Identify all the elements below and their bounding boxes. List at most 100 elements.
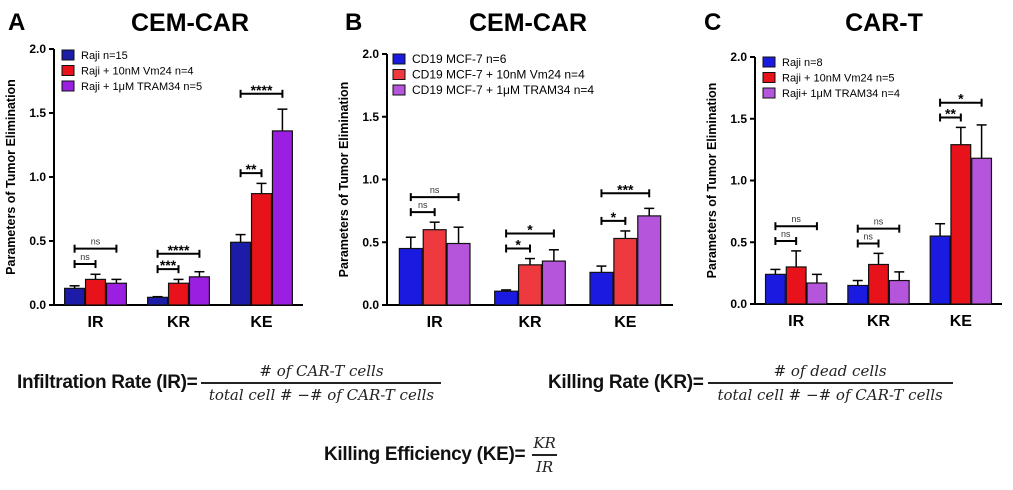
formula-label: Infiltration Rate (IR)=: [17, 372, 198, 393]
significance-label: **: [945, 106, 956, 122]
formula-killing-rate: Killing Rate (KR)= # of dead cells total…: [548, 362, 953, 404]
bar-ke-2: [613, 237, 638, 306]
legend-swatch: [61, 65, 75, 76]
chart-title: CAR-T: [845, 9, 923, 37]
significance-label: *: [527, 221, 533, 237]
x-tick-label: KE: [614, 314, 637, 331]
bar-kr-3: [188, 276, 210, 306]
legend-label: Raji n=8: [782, 57, 823, 69]
y-tick-label: 2.0: [362, 47, 379, 61]
bar-ke-2: [250, 193, 273, 306]
significance-label: *: [611, 209, 617, 225]
denominator: total cell # −# of CAR-T cells: [707, 382, 953, 404]
y-tick-label: 0.5: [362, 235, 379, 249]
denominator: IR: [531, 454, 558, 476]
legend-swatch: [392, 69, 406, 80]
bar-kr-3: [888, 279, 910, 305]
legend-label: Raji n=15: [81, 50, 128, 62]
significance-label: ****: [251, 82, 273, 98]
x-tick-label: KR: [167, 314, 191, 331]
legend-label: Raji + 10nM Vm24 n=4: [81, 66, 194, 78]
x-tick-label: KR: [867, 313, 891, 330]
bar-ir-1: [64, 287, 86, 306]
y-tick-label: 2.0: [29, 42, 46, 56]
bar-ke-2: [950, 144, 972, 305]
legend-swatch: [392, 53, 406, 65]
significance-label: ns: [781, 229, 791, 239]
chart-title: CEM-CAR: [469, 9, 587, 37]
legend-swatch: [762, 87, 776, 99]
y-tick-label: 1.0: [362, 173, 379, 187]
panel-letter: A: [8, 9, 25, 36]
y-tick-label: 1.0: [730, 174, 747, 188]
bar-ir-3: [105, 282, 127, 306]
bar-ir-3: [446, 242, 471, 306]
significance-label: ns: [430, 185, 440, 195]
panel-letter: B: [345, 9, 362, 36]
chart-title: CEM-CAR: [131, 9, 249, 37]
bar-kr-2: [167, 282, 190, 306]
bar-kr-3: [541, 260, 566, 306]
y-axis-label: Parameters of Tumor Elimination: [705, 83, 719, 279]
bar-ke-1: [230, 241, 252, 306]
y-tick-label: 0.0: [730, 297, 747, 311]
significance-label: ns: [863, 231, 873, 241]
bar-kr-1: [494, 290, 519, 306]
significance-label: *: [958, 91, 964, 107]
legend-swatch: [762, 56, 776, 68]
x-tick-label: KR: [518, 314, 542, 331]
legend-label: Raji + 10nM Vm24 n=5: [782, 73, 895, 85]
bar-ir-2: [84, 278, 107, 306]
x-tick-label: KE: [950, 313, 973, 330]
formula-killing-efficiency: Killing Efficiency (KE)= KR IR: [324, 434, 560, 476]
legend-swatch: [762, 72, 776, 83]
legend-label: Raji+ 1μM TRAM34 n=4: [782, 88, 900, 100]
significance-label: ****: [168, 242, 190, 258]
y-tick-label: 1.5: [730, 112, 747, 126]
y-tick-label: 0.5: [29, 234, 46, 248]
fraction: # of CAR-T cells total cell # −# of CAR-…: [201, 362, 442, 404]
significance-label: ***: [617, 181, 634, 197]
bar-kr-2: [868, 263, 889, 305]
formula-infiltration-rate: Infiltration Rate (IR)= # of CAR-T cells…: [17, 362, 442, 404]
bar-ir-1: [764, 273, 786, 305]
y-axis-label: Parameters of Tumor Elimination: [337, 82, 351, 278]
charts-canvas: A CEM-CAR 0.0 0.5 1.0 1.5 2.0 Parameters of Tum…: [4, 9, 1002, 331]
bar-kr-1: [847, 284, 869, 305]
panel-letter: C: [704, 9, 721, 36]
x-tick-label: IR: [427, 314, 443, 331]
significance-label: ns: [80, 252, 90, 262]
significance-label: *: [515, 237, 521, 253]
bar-kr-1: [147, 296, 169, 306]
legend-label: CD19 MCF-7 n=6: [412, 52, 507, 66]
fraction: KR IR: [529, 434, 560, 476]
y-tick-label: 1.5: [29, 106, 46, 120]
y-tick-label: 0.0: [29, 298, 46, 312]
y-tick-label: 1.0: [29, 170, 46, 184]
significance-label: ns: [874, 217, 884, 227]
legend-swatch: [61, 49, 75, 61]
y-tick-label: 0.5: [730, 235, 747, 249]
bar-kr-2: [517, 264, 543, 306]
numerator: # of dead cells: [773, 362, 887, 380]
y-axis-label: Parameters of Tumor Elimination: [4, 79, 18, 275]
x-tick-label: KE: [250, 314, 273, 331]
bar-ke-3: [271, 130, 293, 306]
significance-label: ns: [791, 214, 801, 224]
formula-label: Killing Rate (KR)=: [548, 372, 704, 393]
numerator: # of CAR-T cells: [259, 362, 384, 380]
bar-ke-1: [589, 271, 614, 306]
significance-label: ***: [160, 257, 177, 273]
bar-ir-2: [785, 266, 807, 305]
x-tick-label: IR: [88, 314, 104, 331]
x-tick-label: IR: [788, 313, 804, 330]
significance-label: ns: [91, 237, 101, 247]
bar-ir-2: [422, 229, 447, 306]
legend-swatch: [61, 80, 75, 92]
significance-label: **: [246, 161, 257, 177]
legend-label: CD19 MCF-7 + 10nM Vm24 n=4: [412, 68, 585, 82]
y-tick-label: 1.5: [362, 110, 379, 124]
fraction: # of dead cells total cell # −# of CAR-T…: [707, 362, 953, 404]
legend-label: Raji + 1μM TRAM34 n=5: [81, 81, 202, 93]
